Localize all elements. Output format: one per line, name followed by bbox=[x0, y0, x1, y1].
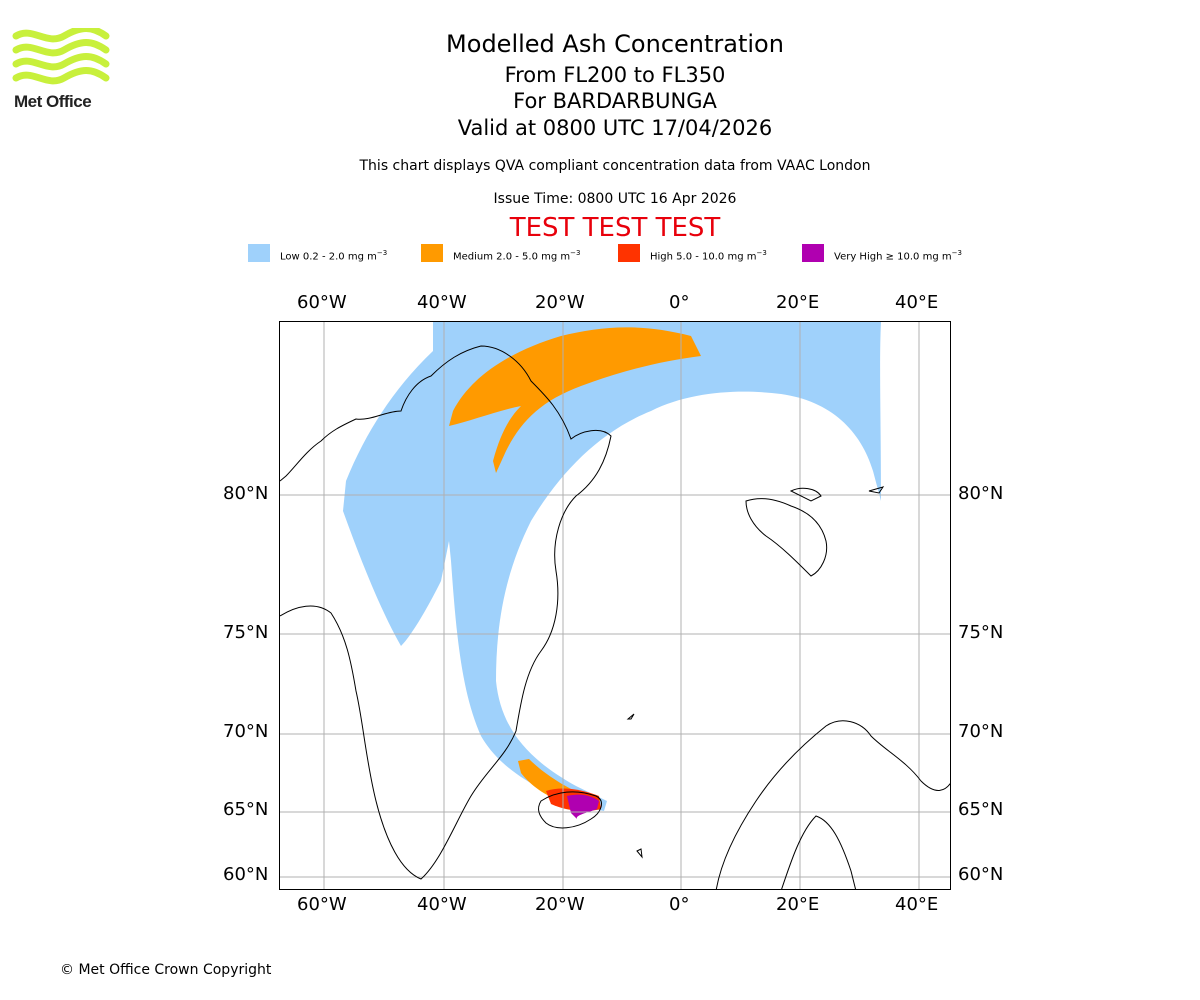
legend-swatch-medium bbox=[421, 244, 443, 262]
legend-label-high: High 5.0 - 10.0 mg m−3 bbox=[650, 249, 767, 263]
lon-label-bottom: 40°W bbox=[417, 894, 467, 915]
legend-swatch-low bbox=[248, 244, 270, 262]
lon-label-bottom: 60°W bbox=[297, 894, 347, 915]
lon-label-bottom: 40°E bbox=[895, 894, 939, 915]
met-office-logo: Met Office bbox=[12, 25, 112, 114]
lat-label-left: 60°N bbox=[223, 864, 269, 885]
lat-label-left: 70°N bbox=[223, 721, 269, 742]
valid-time: Valid at 0800 UTC 17/04/2026 bbox=[457, 116, 773, 140]
met-office-waves-icon bbox=[12, 25, 110, 85]
lon-label-bottom: 20°E bbox=[776, 894, 820, 915]
lat-label-right: 80°N bbox=[958, 483, 1004, 504]
lon-label-bottom: 20°W bbox=[535, 894, 585, 915]
volcano-name: For BARDARBUNGA bbox=[513, 89, 717, 113]
issue-time: Issue Time: 0800 UTC 16 Apr 2026 bbox=[493, 191, 737, 207]
lon-label-top: 40°W bbox=[417, 292, 467, 313]
chart-description: This chart displays QVA compliant concen… bbox=[359, 158, 871, 174]
lat-label-left: 75°N bbox=[223, 622, 269, 643]
copyright: © Met Office Crown Copyright bbox=[60, 962, 272, 978]
ash-low-area bbox=[343, 322, 881, 811]
lat-label-left: 80°N bbox=[223, 483, 269, 504]
lat-label-right: 60°N bbox=[958, 864, 1004, 885]
lat-label-right: 75°N bbox=[958, 622, 1004, 643]
test-banner: TEST TEST TEST bbox=[509, 213, 721, 243]
gridlines bbox=[280, 322, 950, 889]
lon-label-top: 20°W bbox=[535, 292, 585, 313]
lon-label-top: 40°E bbox=[895, 292, 939, 313]
coastlines bbox=[280, 345, 950, 889]
lon-label-top: 60°W bbox=[297, 292, 347, 313]
legend-label-very-high: Very High ≥ 10.0 mg m−3 bbox=[834, 249, 962, 263]
lon-label-top: 0° bbox=[669, 292, 690, 313]
ash-map bbox=[280, 322, 950, 889]
flight-levels: From FL200 to FL350 bbox=[504, 63, 726, 87]
lon-label-bottom: 0° bbox=[669, 894, 690, 915]
ash-very-high-area bbox=[567, 794, 599, 819]
legend-swatch-very-high bbox=[802, 244, 824, 262]
legend-label-medium: Medium 2.0 - 5.0 mg m−3 bbox=[453, 249, 581, 263]
legend-swatch-high bbox=[618, 244, 640, 262]
chart-title: Modelled Ash Concentration bbox=[446, 30, 784, 58]
lat-label-right: 70°N bbox=[958, 721, 1004, 742]
lat-label-right: 65°N bbox=[958, 799, 1004, 820]
logo-text: Met Office bbox=[14, 92, 92, 111]
map-panel[interactable] bbox=[279, 321, 951, 890]
lon-label-top: 20°E bbox=[776, 292, 820, 313]
lat-label-left: 65°N bbox=[223, 799, 269, 820]
legend-label-low: Low 0.2 - 2.0 mg m−3 bbox=[280, 249, 388, 263]
